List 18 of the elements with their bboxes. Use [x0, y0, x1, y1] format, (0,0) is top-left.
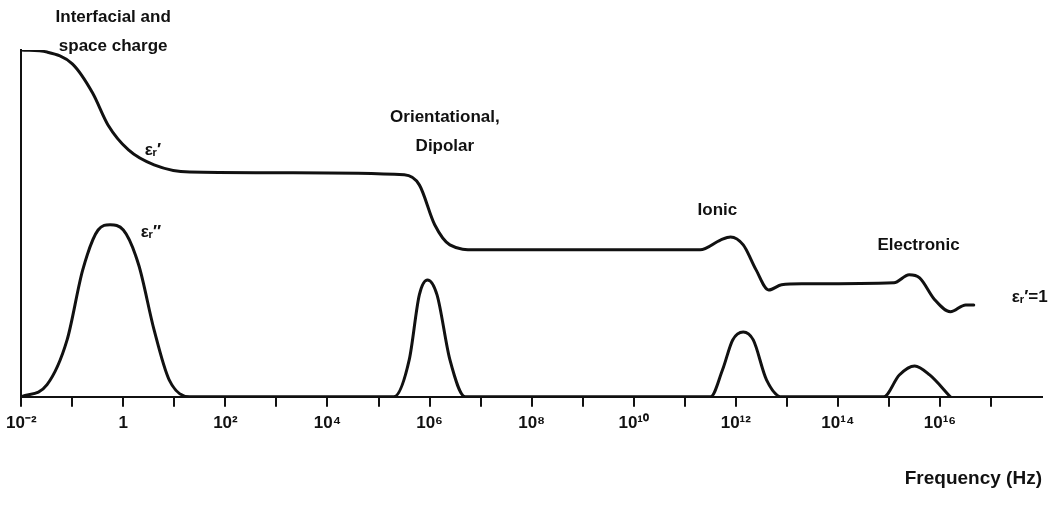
annotation: Orientational, Dipolar — [390, 107, 500, 156]
annotation: Interfacial and space charge — [55, 7, 171, 56]
x-axis-title: Frequency (Hz) — [904, 466, 1042, 488]
x-tick-label: 10⁶ — [416, 412, 443, 432]
x-tick-label: 10¹⁴ — [821, 412, 855, 432]
annotation: εᵣ″ — [140, 222, 162, 242]
x-tick-label: 10¹⁶ — [923, 412, 957, 432]
annotation: Ionic — [697, 199, 738, 219]
x-tick-label: 10⁴ — [313, 412, 342, 432]
x-tick-label: 10⁻² — [6, 412, 37, 432]
x-tick-label: 10¹² — [720, 412, 752, 432]
annotation: εᵣ′=1 — [1011, 286, 1048, 306]
x-tick-label: 10⁸ — [518, 412, 546, 432]
annotation: εᵣ′ — [144, 139, 162, 159]
x-tick-label: 1 — [118, 412, 129, 432]
x-tick-label: 10¹⁰ — [618, 412, 649, 432]
annotation: Electronic — [877, 234, 960, 254]
x-tick-label: 10² — [213, 412, 239, 432]
